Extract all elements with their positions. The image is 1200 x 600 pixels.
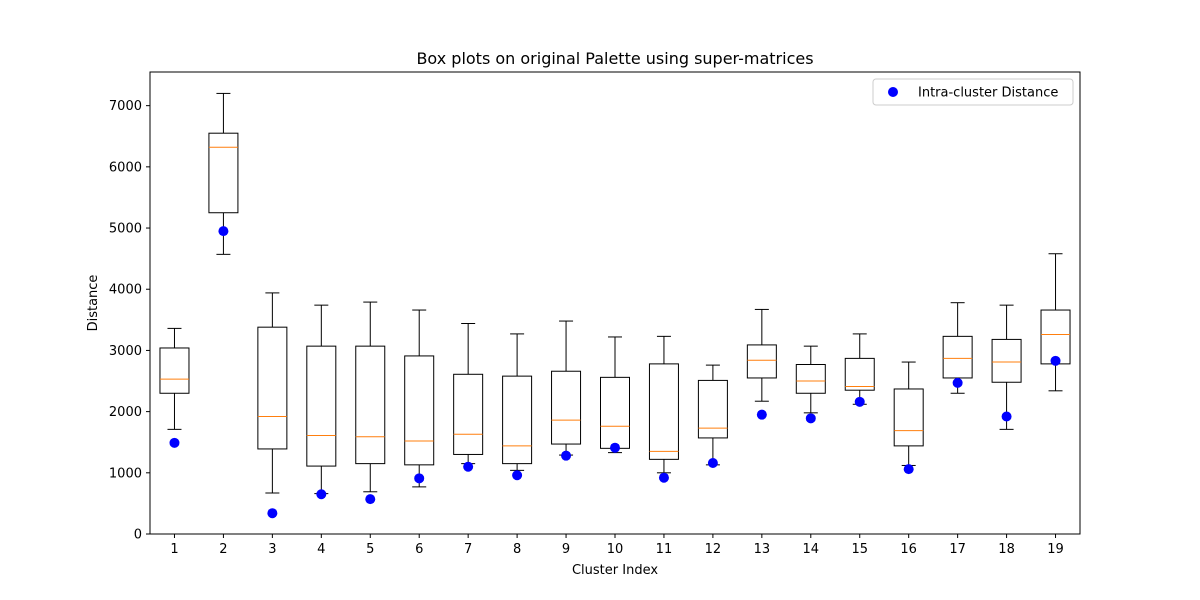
box-cluster-4	[306, 345, 337, 467]
x-tick-label-17: 17	[949, 542, 966, 557]
x-tick-label-1: 1	[170, 542, 178, 557]
box-cluster-14	[795, 363, 826, 394]
y-tick-label-3000: 3000	[109, 344, 142, 359]
x-tick-label-2: 2	[219, 542, 227, 557]
legend: Intra-cluster Distance	[872, 78, 1074, 106]
y-tick-label-6000: 6000	[109, 160, 142, 175]
y-tick-label-5000: 5000	[109, 222, 142, 237]
box-cluster-12	[697, 379, 728, 439]
intra-cluster-point-6	[414, 473, 425, 484]
intra-cluster-point-16	[903, 464, 914, 475]
x-tick-label-3: 3	[268, 542, 276, 557]
y-tick-label-1000: 1000	[109, 466, 142, 481]
box-cluster-17	[942, 335, 973, 379]
legend-frame	[872, 78, 1074, 106]
x-tick-label-9: 9	[562, 542, 570, 557]
box-cluster-2	[208, 132, 239, 214]
x-tick-label-10: 10	[607, 542, 624, 557]
x-tick-label-11: 11	[656, 542, 673, 557]
intra-cluster-point-7	[463, 461, 474, 472]
box-cluster-6	[404, 355, 435, 466]
intra-cluster-point-11	[658, 472, 669, 483]
intra-cluster-point-5	[365, 494, 376, 505]
x-tick-label-12: 12	[705, 542, 722, 557]
box-cluster-19	[1040, 309, 1071, 365]
intra-cluster-point-10	[610, 442, 620, 453]
y-tick-label-0: 0	[134, 528, 142, 543]
intra-cluster-point-18	[1001, 411, 1012, 422]
intra-cluster-point-4	[316, 489, 327, 500]
x-tick-label-19: 19	[1047, 542, 1064, 557]
intra-cluster-point-2	[218, 226, 229, 237]
chart-title: Box plots on original Palette using supe…	[416, 49, 813, 68]
x-tick-label-8: 8	[513, 542, 521, 557]
y-axis-label: Distance	[86, 275, 101, 332]
x-tick-label-6: 6	[415, 542, 423, 557]
box-cluster-15	[844, 357, 875, 391]
y-tick-label-7000: 7000	[109, 99, 142, 114]
box-cluster-3	[257, 326, 288, 450]
box-cluster-18	[991, 338, 1022, 383]
intra-cluster-point-13	[756, 409, 767, 420]
x-tick-label-14: 14	[803, 542, 820, 557]
y-tick-label-2000: 2000	[109, 405, 142, 420]
x-tick-label-4: 4	[317, 542, 325, 557]
intra-cluster-point-14	[805, 413, 816, 424]
intra-cluster-point-8	[512, 470, 523, 481]
box-cluster-8	[502, 375, 533, 465]
intra-cluster-point-17	[952, 377, 963, 388]
axes-frame	[149, 71, 1081, 535]
box-cluster-11	[648, 363, 679, 460]
box-cluster-16	[893, 388, 924, 447]
x-tick-label-18: 18	[998, 542, 1015, 557]
intra-cluster-point-12	[707, 458, 718, 469]
box-cluster-13	[746, 344, 777, 379]
legend-label: Intra-cluster Distance	[918, 86, 1058, 101]
box-cluster-9	[551, 370, 582, 445]
intra-cluster-point-9	[561, 450, 572, 461]
x-tick-label-5: 5	[366, 542, 374, 557]
intra-cluster-point-1	[169, 437, 180, 448]
x-tick-label-16: 16	[900, 542, 917, 557]
box-cluster-10	[600, 376, 630, 449]
box-cluster-1	[159, 347, 190, 394]
x-tick-label-13: 13	[754, 542, 771, 557]
intra-cluster-point-3	[267, 508, 278, 519]
intra-cluster-point-19	[1050, 355, 1061, 366]
y-tick-label-4000: 4000	[109, 283, 142, 298]
legend-marker	[888, 87, 898, 97]
x-tick-label-7: 7	[464, 542, 472, 557]
box-cluster-5	[355, 345, 386, 465]
x-tick-label-15: 15	[851, 542, 868, 557]
box-cluster-7	[453, 373, 484, 455]
intra-cluster-point-15	[854, 396, 865, 407]
x-axis-label: Cluster Index	[572, 563, 658, 578]
